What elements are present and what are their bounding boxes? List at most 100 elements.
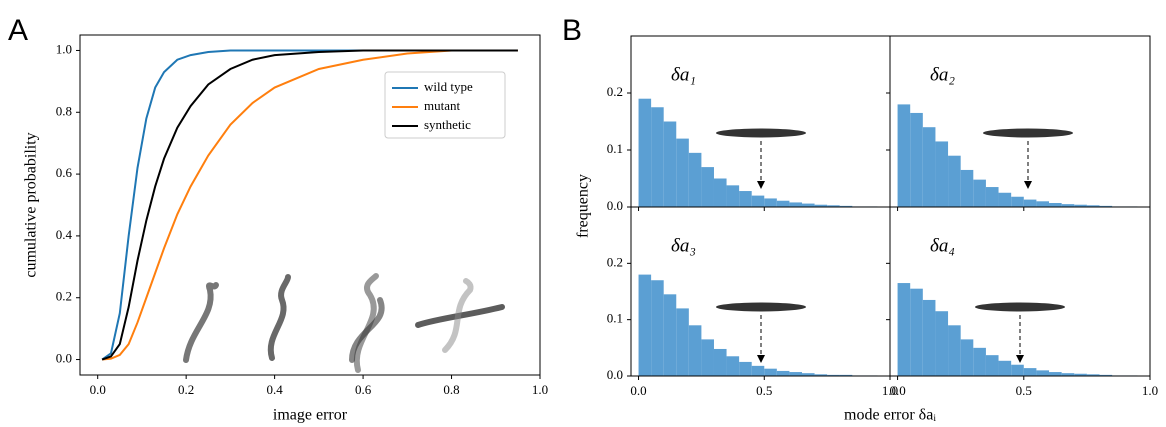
x-tick-label: 0.0 bbox=[889, 383, 905, 398]
x-tick-label: 0.5 bbox=[756, 383, 772, 398]
legend-label: synthetic bbox=[424, 117, 471, 132]
histogram-bar bbox=[726, 185, 740, 207]
y-tick-label: 0.1 bbox=[607, 311, 623, 326]
y-tick-label: 0.8 bbox=[56, 103, 72, 118]
x-tick-label: 0.6 bbox=[355, 382, 372, 397]
plot-frame bbox=[79, 34, 541, 376]
x-tick-label: 0.8 bbox=[443, 382, 459, 397]
panel-title: δa₁ bbox=[671, 64, 696, 85]
y-tick-label: 0.0 bbox=[607, 198, 623, 213]
mode-illustrations bbox=[716, 128, 1073, 363]
histogram-bar bbox=[827, 374, 840, 376]
histogram-bar bbox=[935, 141, 949, 207]
histogram-bar bbox=[801, 203, 815, 207]
panel-title: δa₄ bbox=[930, 235, 955, 256]
x-tick-label: 0.2 bbox=[178, 382, 194, 397]
histogram-bar bbox=[663, 294, 677, 376]
x-axis-label: image error bbox=[273, 407, 348, 424]
y-tick-label: 0.1 bbox=[607, 141, 623, 156]
histogram-bar bbox=[726, 356, 740, 376]
x-tick-label: 0.0 bbox=[630, 383, 646, 398]
histogram-bar bbox=[776, 370, 790, 376]
panel-label: A bbox=[8, 14, 28, 47]
histogram-bar bbox=[897, 104, 911, 207]
x-tick-label: 0.0 bbox=[90, 382, 106, 397]
histogram-bar bbox=[1086, 205, 1100, 207]
histogram-bar bbox=[973, 179, 986, 207]
histogram-bar bbox=[827, 205, 840, 207]
histogram-bar bbox=[1074, 204, 1087, 207]
histogram-bar bbox=[998, 192, 1012, 207]
histogram-bar bbox=[1011, 196, 1024, 207]
histogram-bar bbox=[751, 365, 765, 376]
histogram-bar bbox=[651, 280, 664, 376]
histogram-bar bbox=[1099, 374, 1113, 376]
histogram-bar bbox=[910, 288, 923, 376]
y-axis-label: cumulative probability bbox=[23, 132, 40, 277]
histogram-bar bbox=[1023, 199, 1037, 207]
y-tick-label: 0.6 bbox=[56, 165, 73, 180]
histogram-bar bbox=[1036, 370, 1050, 376]
histogram-bar bbox=[739, 191, 752, 207]
legend-label: mutant bbox=[424, 98, 460, 113]
histogram-bar bbox=[739, 361, 752, 376]
histogram-bar bbox=[910, 112, 923, 207]
histogram-bar bbox=[638, 274, 652, 376]
x-axis-label: mode error δaᵢ bbox=[844, 407, 936, 424]
histogram-bar bbox=[922, 127, 936, 207]
histogram-bar bbox=[839, 205, 853, 207]
histogram-bar bbox=[651, 107, 664, 207]
histogram-bar bbox=[985, 355, 999, 376]
y-tick-label: 1.0 bbox=[56, 41, 72, 56]
histogram-bar bbox=[663, 121, 677, 207]
histogram-bar bbox=[985, 187, 999, 207]
cdf-line bbox=[102, 49, 518, 361]
x-tick-label: 1.0 bbox=[1142, 383, 1158, 398]
histogram-bar bbox=[1036, 201, 1050, 207]
histogram-bar bbox=[688, 325, 702, 376]
panel-title: δa₂ bbox=[930, 64, 955, 85]
histogram-bar bbox=[814, 374, 828, 376]
histogram-bar bbox=[701, 167, 714, 207]
x-tick-label: 1.0 bbox=[532, 382, 548, 397]
histogram-bar bbox=[998, 360, 1012, 376]
histogram-bar bbox=[960, 169, 974, 207]
histogram-bar bbox=[676, 138, 689, 207]
histogram-bar bbox=[789, 372, 802, 376]
histogram-bar bbox=[789, 202, 802, 207]
histogram-bar bbox=[713, 348, 727, 376]
x-tick-label: 0.5 bbox=[1016, 383, 1032, 398]
plot-frame bbox=[889, 206, 1151, 377]
y-tick-label: 0.0 bbox=[56, 351, 72, 366]
histogram-bar bbox=[676, 308, 689, 376]
histogram-bar bbox=[1049, 203, 1062, 207]
cdf-line bbox=[101, 49, 518, 361]
histogram-bar bbox=[1074, 373, 1087, 376]
x-tick-label: 0.4 bbox=[266, 382, 283, 397]
histogram-bar bbox=[935, 311, 949, 376]
histogram-bar bbox=[688, 152, 702, 207]
histogram-bar bbox=[751, 195, 765, 207]
y-tick-label: 0.2 bbox=[607, 254, 623, 269]
x-tick-label: 1.0 bbox=[882, 383, 898, 398]
y-tick-label: 0.0 bbox=[607, 367, 623, 382]
histogram-bar bbox=[1023, 368, 1037, 376]
panel-label: B bbox=[562, 14, 582, 47]
histogram-bar bbox=[801, 373, 815, 376]
histogram-bar bbox=[701, 339, 714, 376]
histogram-bar bbox=[1011, 364, 1024, 376]
histogram-bar bbox=[948, 325, 961, 376]
histogram-bar bbox=[764, 368, 777, 376]
histogram-bar bbox=[1099, 205, 1113, 207]
histogram-bar bbox=[973, 347, 986, 376]
histogram-bar bbox=[1061, 373, 1075, 376]
histogram-bar bbox=[839, 374, 853, 376]
histogram-bar bbox=[960, 339, 974, 376]
y-tick-label: 0.4 bbox=[56, 227, 73, 242]
histogram-bar bbox=[776, 200, 790, 207]
histogram-bar bbox=[1061, 204, 1075, 207]
histogram-bar bbox=[713, 178, 727, 207]
histogram-bar bbox=[897, 283, 911, 376]
histogram-bar bbox=[1049, 372, 1062, 376]
